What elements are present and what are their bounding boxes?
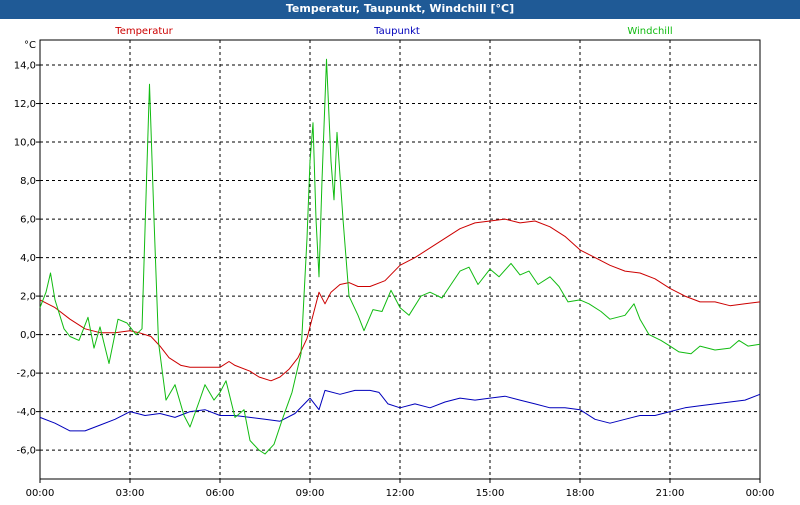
y-tick-label: 8,0 — [20, 176, 36, 187]
y-tick-label: -4,0 — [16, 407, 36, 418]
x-tick-time-label: 03:00 — [116, 488, 145, 499]
y-tick-label: -6,0 — [16, 446, 36, 457]
x-tick-time-label: 15:00 — [476, 488, 505, 499]
series-line-windchill — [39, 58, 761, 455]
y-tick-label: 10,0 — [14, 138, 36, 149]
legend-taupunkt: Taupunkt — [373, 26, 420, 37]
series-line-temperatur — [39, 218, 761, 382]
y-tick-label: 4,0 — [20, 253, 36, 264]
legend-temperatur: Temperatur — [114, 26, 173, 37]
x-tick-time-label: 18:00 — [566, 488, 595, 499]
x-tick-time-label: 09:00 — [296, 488, 325, 499]
y-tick-label: 2,0 — [20, 292, 36, 303]
y-tick-label: 6,0 — [20, 215, 36, 226]
chart-title: Temperatur, Taupunkt, Windchill [°C] — [0, 0, 800, 19]
x-tick-time-label: 21:00 — [656, 488, 685, 499]
y-tick-label: 12,0 — [14, 99, 36, 110]
y-axis-ticks: 14,0 12,0 10,0 8,0 6,0 4,0 2,0 0,0 -2,0 -4,0 -6,0 — [14, 61, 40, 457]
chart-area: 14,0 12,0 10,0 8,0 6,0 4,0 2,0 0,0 -2,0 -4,0 -6,0 … — [0, 19, 800, 500]
x-tick-time-label: 06:00 — [206, 488, 235, 499]
series-lines — [39, 58, 761, 455]
x-tick-time-label: 00:00 — [746, 488, 775, 499]
y-axis-label: °C — [24, 40, 36, 51]
y-tick-label: -2,0 — [16, 369, 36, 380]
legend-windchill: Windchill — [627, 26, 672, 37]
line-chart: 14,012,010,08,06,04,02,00,0-2,0-4,0-6,0 … — [14, 26, 775, 499]
x-tick-time-label: 12:00 — [386, 488, 415, 499]
y-tick-label: 14,0 — [14, 61, 36, 72]
grid-lines — [40, 40, 760, 479]
y-tick-label: 0,0 — [20, 330, 36, 341]
x-tick-time-label: 00:00 — [26, 488, 55, 499]
series-line-taupunkt — [39, 389, 761, 432]
x-axis-ticks: 00:0007.03.2103:0007.03.2106:0007.03.210… — [26, 479, 775, 499]
